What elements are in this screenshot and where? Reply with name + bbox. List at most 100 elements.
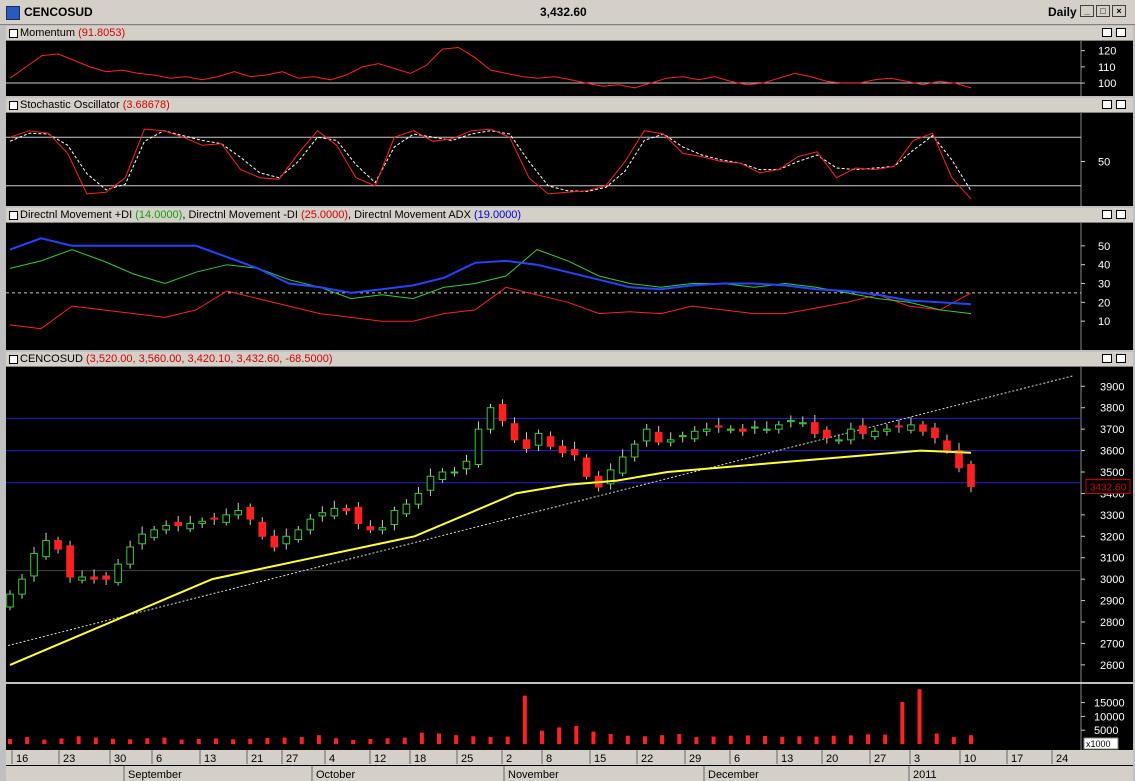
pane-toggle-icon[interactable] <box>9 29 18 38</box>
stochastic-value: (3.68678) <box>122 99 170 111</box>
volume-bar <box>162 737 167 744</box>
minimize-button[interactable]: _ <box>1080 5 1094 17</box>
candle-body <box>318 512 327 517</box>
y-tick-label: 30 <box>1098 279 1110 291</box>
candle-body <box>78 576 86 581</box>
candle-body <box>414 492 423 505</box>
stochastic-k-line <box>9 128 972 200</box>
volume-pane: 15000 10000 5000 x1000 <box>6 684 1133 750</box>
volume-bar <box>848 735 853 744</box>
candle-body <box>666 439 675 443</box>
volume-bar <box>8 739 12 744</box>
pane-toggle-icon[interactable] <box>9 101 18 110</box>
close-button[interactable]: × <box>1112 5 1126 17</box>
volume-unit-box <box>1083 737 1119 750</box>
volume-bar <box>368 739 373 744</box>
volume-bar <box>128 739 133 744</box>
price-ohlc: (3,520.00, 3,560.00, 3,420.10, 3,432.60,… <box>86 353 333 365</box>
month-label: September <box>128 769 182 781</box>
day-row <box>6 750 1133 765</box>
candle-body <box>354 506 363 524</box>
period-label[interactable]: Daily <box>1048 5 1077 19</box>
momentum-label: Momentum <box>20 27 76 39</box>
volume-bar <box>213 738 218 744</box>
candle-body <box>618 456 627 474</box>
candle-body <box>811 422 819 434</box>
candle-body <box>967 464 975 487</box>
candle-body <box>30 552 38 577</box>
adx-value: (19.0000) <box>474 209 522 221</box>
momentum-line <box>9 46 972 89</box>
price-chart[interactable]: 3900380037003600350034003300320031003000… <box>6 367 1133 682</box>
candle-body <box>486 407 495 430</box>
volume-bar <box>917 689 922 744</box>
pane-restore-button[interactable] <box>1102 354 1112 363</box>
month-label: November <box>508 769 559 781</box>
day-label: 22 <box>641 753 653 765</box>
price-pane: CENCOSUD (3,520.00, 3,560.00, 3,420.10, … <box>6 352 1133 682</box>
pane-restore-button[interactable] <box>1102 28 1112 37</box>
candle-body <box>546 436 555 447</box>
volume-bar <box>591 731 596 744</box>
candle-body <box>114 563 122 583</box>
candle-body <box>871 430 879 438</box>
volume-bar <box>25 737 30 744</box>
candle-body <box>66 545 74 578</box>
candle-body <box>907 424 915 431</box>
volume-bar <box>488 737 493 744</box>
volume-bar <box>299 737 304 744</box>
day-label: 18 <box>414 753 426 765</box>
volume-bar <box>76 736 81 744</box>
pane-close-button[interactable] <box>1116 210 1126 219</box>
dmi-pane: Directnl Movement +DI (14.0000), Directn… <box>6 208 1133 350</box>
y-tick-label: 3600 <box>1100 446 1124 458</box>
pane-close-button[interactable] <box>1116 28 1126 37</box>
y-tick-label: 3900 <box>1100 381 1124 393</box>
volume-bar <box>677 734 682 744</box>
maximize-button[interactable]: □ <box>1096 5 1110 17</box>
day-label: 13 <box>204 753 216 765</box>
y-tick-label: 5000 <box>1094 725 1118 737</box>
adx-line <box>9 237 972 306</box>
y-tick-label: 3700 <box>1100 424 1124 436</box>
candle-body <box>955 450 963 469</box>
pane-restore-button[interactable] <box>1102 210 1112 219</box>
candle-body <box>919 424 927 432</box>
y-tick-label: 50 <box>1098 157 1110 169</box>
day-label: 21 <box>251 753 263 765</box>
y-tick-label: 3300 <box>1100 510 1124 522</box>
day-label: 29 <box>689 753 701 765</box>
volume-bar <box>900 702 905 744</box>
day-label: 24 <box>1056 753 1068 765</box>
candle-body <box>474 428 483 465</box>
plus-di-label: Directnl Movement +DI <box>20 209 133 221</box>
candle-body <box>642 428 651 442</box>
month-label: October <box>316 769 355 781</box>
candle-body <box>702 428 711 432</box>
dmi-header: Directnl Movement +DI (14.0000), Directn… <box>6 208 1133 223</box>
pane-close-button[interactable] <box>1116 100 1126 109</box>
volume-bar <box>231 739 236 744</box>
candle-body <box>126 546 134 565</box>
candle-body <box>847 428 855 441</box>
volume-bar <box>660 735 665 744</box>
pane-close-button[interactable] <box>1116 354 1126 363</box>
stochastic-label: Stochastic Oscillator <box>20 99 120 111</box>
candle-body <box>510 423 519 441</box>
candle-body <box>102 575 110 580</box>
pane-toggle-icon[interactable] <box>9 211 18 220</box>
volume-unit-label: x1000 <box>1086 739 1111 749</box>
month-label: December <box>708 769 759 781</box>
x-axis: 16 23 30 6 13 21 27 4 12 18 25 2 8 15 22 29 6 13 20 27 3 10 17… <box>6 750 1133 781</box>
candle-body <box>931 427 939 439</box>
stochastic-header: Stochastic Oscillator (3.68678) <box>6 98 1133 113</box>
y-tick-label: 2900 <box>1100 596 1124 608</box>
y-tick-label: 3100 <box>1100 553 1124 565</box>
candle-body <box>402 503 411 515</box>
candle-body <box>690 430 699 440</box>
minus-di-label: Directnl Movement -DI <box>188 209 298 221</box>
pane-restore-button[interactable] <box>1102 100 1112 109</box>
candle-body <box>462 460 471 470</box>
pane-toggle-icon[interactable] <box>9 355 18 364</box>
candle-body <box>150 529 158 538</box>
